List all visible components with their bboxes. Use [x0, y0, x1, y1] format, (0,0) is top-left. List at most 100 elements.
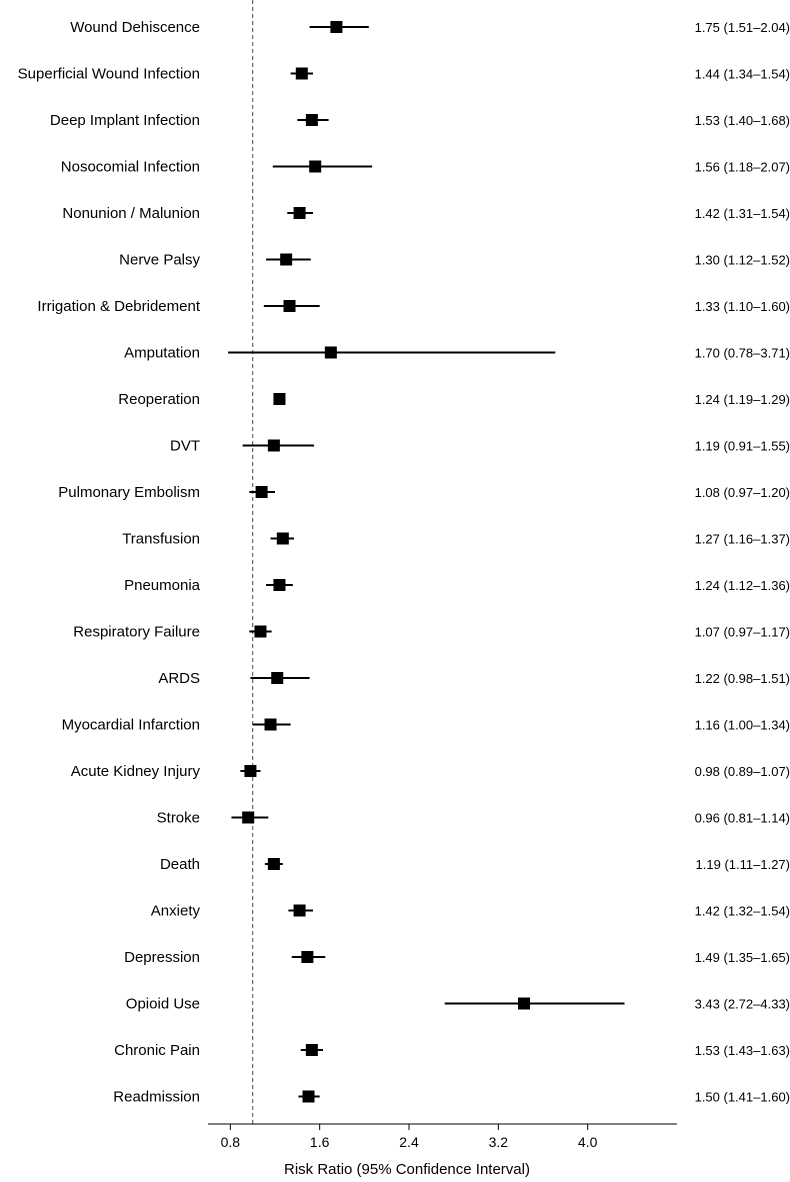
estimate-marker [276, 532, 289, 545]
x-tick-label: 0.8 [221, 1134, 241, 1150]
forest-row: Chronic Pain 1.53 (1.43–1.63) [114, 1042, 790, 1059]
estimate-text: 1.19 (0.91–1.55) [695, 439, 790, 454]
row-label: Opioid Use [126, 996, 200, 1013]
estimate-text: 1.16 (1.00–1.34) [695, 718, 790, 733]
forest-row: Reoperation 1.24 (1.19–1.29) [118, 391, 790, 408]
forest-row: Respiratory Failure 1.07 (0.97–1.17) [73, 624, 790, 641]
forest-row: ARDS 1.22 (0.98–1.51) [158, 670, 790, 687]
estimate-text: 1.24 (1.19–1.29) [695, 392, 790, 407]
row-label: Amputation [124, 345, 200, 362]
estimate-marker [324, 346, 337, 359]
estimate-text: 1.30 (1.12–1.52) [695, 253, 790, 268]
estimate-marker [273, 579, 286, 591]
rows-layer: Wound Dehiscence 1.75 (1.51–2.04) Superfic… [18, 0, 790, 1124]
estimate-text: 1.44 (1.34–1.54) [695, 67, 790, 82]
estimate-marker [295, 67, 308, 80]
row-label: Myocardial Infarction [62, 717, 200, 734]
forest-row: Acute Kidney Injury 0.98 (0.89–1.07) [71, 763, 790, 780]
row-label: Death [160, 856, 200, 873]
estimate-marker [283, 300, 296, 312]
estimate-text: 3.43 (2.72–4.33) [695, 997, 790, 1012]
x-tick-label: 1.6 [310, 1134, 330, 1150]
row-label: Depression [124, 949, 200, 966]
estimate-text: 1.19 (1.11–1.27) [696, 857, 790, 872]
forest-row: Stroke 0.96 (0.81–1.14) [157, 810, 790, 827]
forest-row: Pneumonia 1.24 (1.12–1.36) [124, 577, 790, 594]
forest-row: Myocardial Infarction 1.16 (1.00–1.34) [62, 717, 790, 734]
estimate-text: 1.07 (0.97–1.17) [695, 625, 790, 640]
x-tick-label: 4.0 [578, 1134, 598, 1150]
estimate-marker [518, 997, 531, 1010]
estimate-text: 0.96 (0.81–1.14) [695, 811, 790, 826]
row-label: DVT [170, 438, 200, 455]
row-label: Superficial Wound Infection [18, 66, 200, 83]
row-label: Anxiety [151, 903, 201, 920]
estimate-text: 1.53 (1.43–1.63) [695, 1043, 790, 1058]
row-label: Nosocomial Infection [61, 159, 200, 176]
x-tick-label: 2.4 [399, 1134, 419, 1150]
forest-row: Nosocomial Infection 1.56 (1.18–2.07) [61, 159, 790, 176]
estimate-marker [273, 393, 286, 405]
estimate-marker [330, 21, 343, 33]
estimate-text: 1.08 (0.97–1.20) [695, 485, 790, 500]
forest-row: DVT 1.19 (0.91–1.55) [170, 438, 790, 455]
estimate-text: 1.27 (1.16–1.37) [695, 532, 790, 547]
x-axis-title: Risk Ratio (95% Confidence Interval) [284, 1161, 530, 1178]
estimate-marker [293, 207, 306, 219]
row-label: Respiratory Failure [73, 624, 200, 641]
row-label: Chronic Pain [114, 1042, 200, 1059]
row-label: Transfusion [122, 531, 200, 548]
estimate-text: 1.49 (1.35–1.65) [695, 950, 790, 965]
forest-row: Transfusion 1.27 (1.16–1.37) [122, 531, 790, 548]
forest-row: Death 1.19 (1.11–1.27) [160, 856, 790, 873]
forest-row: Nerve Palsy 1.30 (1.12–1.52) [119, 252, 790, 269]
estimate-marker [309, 160, 322, 173]
estimate-text: 1.70 (0.78–3.71) [695, 346, 790, 361]
estimate-marker [280, 253, 293, 266]
row-label: Nonunion / Malunion [62, 205, 200, 222]
estimate-marker [267, 858, 280, 870]
row-label: Nerve Palsy [119, 252, 200, 269]
row-label: Pneumonia [124, 577, 201, 594]
estimate-marker [242, 811, 255, 824]
x-axis: 0.8 1.6 2.4 3.2 4.0 [208, 1123, 677, 1150]
row-label: ARDS [158, 670, 200, 687]
row-label: Irrigation & Debridement [37, 298, 200, 315]
estimate-marker [305, 114, 318, 126]
forest-row: Readmission 1.50 (1.41–1.60) [113, 1089, 790, 1106]
forest-row: Wound Dehiscence 1.75 (1.51–2.04) [70, 19, 790, 36]
estimate-marker [264, 718, 277, 731]
estimate-text: 1.56 (1.18–2.07) [695, 160, 790, 175]
row-label: Stroke [157, 810, 200, 827]
estimate-marker [271, 672, 284, 684]
estimate-marker [267, 439, 280, 452]
estimate-marker [244, 765, 257, 777]
forest-row: Superficial Wound Infection 1.44 (1.34–1.… [18, 66, 790, 83]
estimate-text: 1.75 (1.51–2.04) [695, 20, 790, 35]
row-label: Reoperation [118, 391, 200, 408]
forest-row: Deep Implant Infection 1.53 (1.40–1.68) [50, 112, 790, 129]
estimate-marker [305, 1044, 318, 1056]
estimate-text: 1.22 (0.98–1.51) [695, 671, 790, 686]
estimate-text: 1.50 (1.41–1.60) [695, 1090, 790, 1105]
estimate-text: 1.24 (1.12–1.36) [695, 578, 790, 593]
forest-row: Opioid Use 3.43 (2.72–4.33) [126, 996, 790, 1013]
row-label: Acute Kidney Injury [71, 763, 201, 780]
row-label: Deep Implant Infection [50, 112, 200, 129]
forest-row: Irrigation & Debridement 1.33 (1.10–1.60) [37, 298, 790, 315]
forest-row: Pulmonary Embolism 1.08 (0.97–1.20) [58, 484, 790, 501]
forest-row: Nonunion / Malunion 1.42 (1.31–1.54) [62, 205, 790, 222]
estimate-text: 0.98 (0.89–1.07) [695, 764, 790, 779]
row-label: Wound Dehiscence [70, 19, 200, 36]
row-label: Readmission [113, 1089, 200, 1106]
estimate-text: 1.33 (1.10–1.60) [695, 299, 790, 314]
forest-row: Amputation 1.70 (0.78–3.71) [124, 345, 790, 362]
estimate-marker [301, 951, 314, 963]
estimate-marker [255, 486, 268, 498]
estimate-text: 1.53 (1.40–1.68) [695, 113, 790, 128]
estimate-marker [254, 625, 267, 638]
forest-row: Anxiety 1.42 (1.32–1.54) [151, 903, 790, 920]
forest-row: Depression 1.49 (1.35–1.65) [124, 949, 790, 966]
estimate-text: 1.42 (1.31–1.54) [695, 206, 790, 221]
